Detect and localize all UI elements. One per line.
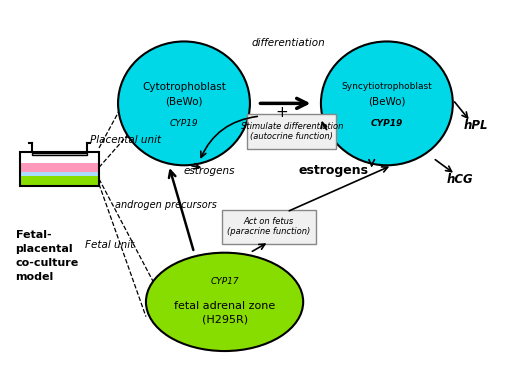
Ellipse shape (118, 41, 249, 165)
Text: androgen precursors: androgen precursors (115, 200, 217, 210)
Ellipse shape (146, 253, 302, 351)
Text: Fetal-
placental
co-culture
model: Fetal- placental co-culture model (16, 230, 79, 282)
Text: estrogens: estrogens (298, 164, 368, 177)
Text: Syncytiotrophoblast: Syncytiotrophoblast (341, 83, 432, 91)
Text: differentiation: differentiation (250, 38, 324, 48)
Bar (32, 153, 87, 155)
Text: CYP19: CYP19 (169, 119, 198, 128)
Ellipse shape (320, 41, 452, 165)
Text: Cytotrophoblast: Cytotrophoblast (142, 82, 225, 92)
Text: +: + (274, 105, 287, 120)
Text: CYP17: CYP17 (210, 277, 238, 286)
Bar (20, 152, 99, 186)
Text: (paracrine function): (paracrine function) (227, 228, 310, 236)
FancyBboxPatch shape (247, 114, 335, 149)
Text: Stimulate differentiation: Stimulate differentiation (240, 122, 342, 131)
Text: (autocrine function): (autocrine function) (250, 132, 332, 141)
Text: hPL: hPL (463, 119, 487, 132)
Text: Placental unit: Placental unit (90, 135, 161, 145)
Text: (BeWo): (BeWo) (165, 97, 203, 106)
Text: CYP19: CYP19 (370, 119, 402, 128)
FancyBboxPatch shape (221, 210, 315, 244)
Bar (20, 176, 99, 186)
Text: (H295R): (H295R) (201, 315, 247, 324)
Bar (20, 152, 99, 163)
Bar (20, 172, 99, 176)
Text: Fetal unit: Fetal unit (85, 240, 134, 250)
Text: estrogens: estrogens (183, 166, 235, 176)
Bar (20, 152, 99, 186)
Bar (20, 163, 99, 172)
Text: (BeWo): (BeWo) (367, 97, 405, 106)
Text: fetal adrenal zone: fetal adrenal zone (174, 301, 275, 310)
Text: Act on fetus: Act on fetus (243, 217, 294, 226)
Text: hCG: hCG (446, 173, 473, 186)
